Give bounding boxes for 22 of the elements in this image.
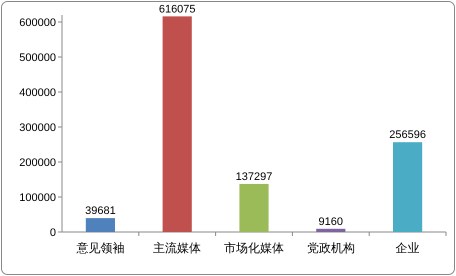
x-tick-label: 企业	[396, 241, 420, 255]
data-label: 39681	[85, 205, 116, 218]
y-tick-label: 300000	[19, 122, 56, 134]
data-label: 256596	[389, 129, 426, 142]
bar	[86, 218, 115, 232]
y-tick-label: 400000	[19, 87, 56, 99]
bar	[393, 142, 422, 232]
x-tick-label: 意见领袖	[75, 241, 124, 255]
data-label: 616075	[158, 3, 196, 16]
y-tick-label: 100000	[19, 192, 56, 204]
y-tick-label: 500000	[19, 52, 56, 64]
x-tick-label: 主流媒体	[153, 241, 202, 255]
data-label: 137297	[236, 170, 272, 183]
x-tick-label: 市场化媒体	[224, 241, 284, 255]
bar	[316, 228, 346, 232]
y-tick-label: 0	[50, 227, 56, 239]
bar	[162, 16, 192, 232]
y-tick-label: 600000	[19, 17, 56, 29]
x-tick-label: 党政机构	[306, 241, 355, 255]
y-tick-label: 200000	[19, 157, 56, 169]
data-label: 9160	[318, 216, 344, 228]
bar	[239, 184, 269, 232]
